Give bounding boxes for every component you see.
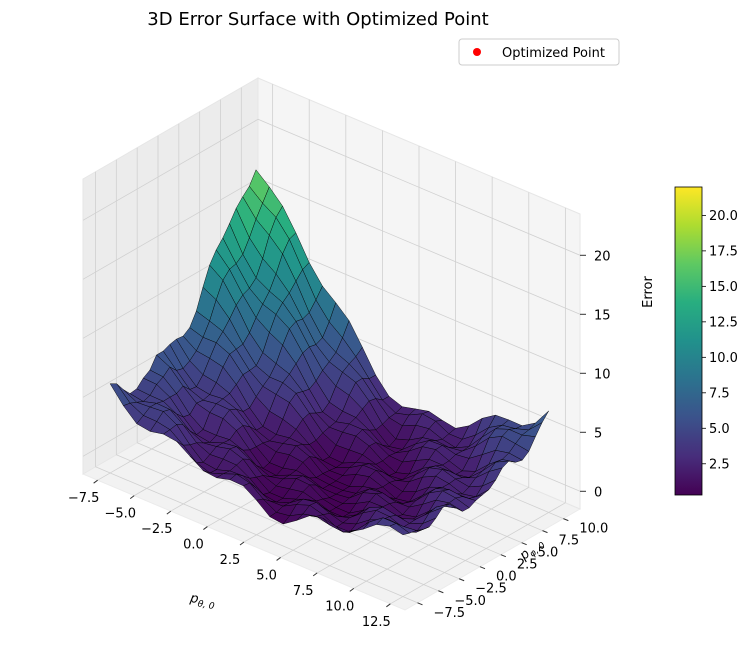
- y-tick: [417, 602, 423, 606]
- surface-facet: [389, 523, 411, 536]
- legend-frame: [458, 38, 620, 66]
- x-tick-label: 7.5: [293, 584, 314, 599]
- y-tick-label: 0.0: [496, 570, 517, 585]
- y-tick-label: 5.0: [538, 546, 559, 561]
- gridline: [257, 236, 581, 374]
- x-tick-label: 0.0: [183, 538, 204, 553]
- x-tick-label: 12.5: [362, 615, 391, 630]
- y-tick: [542, 530, 548, 534]
- colorbar-tick-label: 12.5: [709, 315, 738, 330]
- colorbar: [674, 186, 703, 496]
- gridline: [353, 487, 529, 589]
- y-tick-label: 7.5: [559, 534, 580, 549]
- x-tick: [349, 587, 355, 592]
- colorbar-tick-label: 7.5: [709, 386, 730, 401]
- x-tick: [166, 510, 172, 515]
- y-tick: [458, 578, 465, 582]
- colorbar-tick-label: 10.0: [709, 351, 738, 366]
- y-tick: [479, 566, 486, 570]
- z-tick-label: 20: [594, 249, 611, 264]
- x-tick: [203, 526, 208, 530]
- legend: Optimized Point: [458, 38, 620, 66]
- gridline: [257, 118, 581, 256]
- y-tick: [563, 518, 569, 522]
- x-tick: [93, 479, 98, 484]
- error-surface: [109, 169, 549, 536]
- gridline: [390, 502, 566, 605]
- gridline: [82, 118, 259, 221]
- z-axis-label: Error: [641, 276, 656, 308]
- z-tick-label: 15: [594, 308, 611, 323]
- legend-marker-optimized-point: [473, 48, 481, 56]
- gridline: [257, 177, 581, 315]
- colorbar-tick-label: 5.0: [709, 422, 730, 437]
- gridline: [116, 454, 439, 592]
- colorbar-ticks: 2.5 5.0 7.5 10.0 12.5 15.0 17.5 20.0: [702, 209, 738, 472]
- y-tick-label: 10.0: [579, 522, 608, 537]
- x-tick: [386, 603, 391, 608]
- z-axis-ticks: 0 5 10 15 20: [580, 249, 611, 500]
- colorbar-tick-label: 2.5: [709, 457, 730, 472]
- y-tick: [438, 590, 444, 594]
- y-tick: [500, 554, 507, 558]
- z-tick-label: 0: [594, 485, 602, 500]
- x-tick: [312, 572, 318, 577]
- x-tick-label: −2.5: [141, 522, 173, 537]
- x-tick-label: 10.0: [325, 599, 354, 614]
- y-tick-label: −2.5: [475, 582, 507, 597]
- x-tick-label: 5.0: [256, 568, 277, 583]
- colorbar-tick-label: 17.5: [709, 244, 738, 259]
- gridline: [82, 177, 259, 280]
- y-tick-label: −5.0: [454, 594, 486, 609]
- x-tick: [276, 557, 281, 561]
- y-tick: [521, 542, 527, 546]
- chart-title: 3D Error Surface with Optimized Point: [147, 9, 488, 30]
- legend-label-optimized-point: Optimized Point: [502, 46, 605, 61]
- x-tick: [239, 541, 245, 546]
- colorbar-tick-label: 15.0: [709, 280, 738, 295]
- x-axis-ticks: −7.5 −5.0 −2.5 0.0 2.5 5.0 7.5 10.0 12.5: [68, 479, 391, 630]
- x-tick-label: 2.5: [220, 553, 241, 568]
- y-tick-label: 2.5: [517, 558, 538, 573]
- gridline: [95, 466, 418, 604]
- y-tick-label: −7.5: [434, 606, 466, 621]
- x-tick-label: −5.0: [104, 507, 136, 522]
- y-axis-ticks: −7.5−5.0−2.50.02.55.07.510.0: [417, 518, 608, 621]
- x-tick-label: −7.5: [68, 491, 100, 506]
- z-tick-label: 10: [594, 367, 611, 382]
- x-axis-label: pθ, 0: [188, 591, 217, 612]
- z-tick-label: 5: [594, 426, 602, 441]
- x-tick: [129, 495, 135, 500]
- colorbar-tick-label: 20.0: [709, 209, 738, 224]
